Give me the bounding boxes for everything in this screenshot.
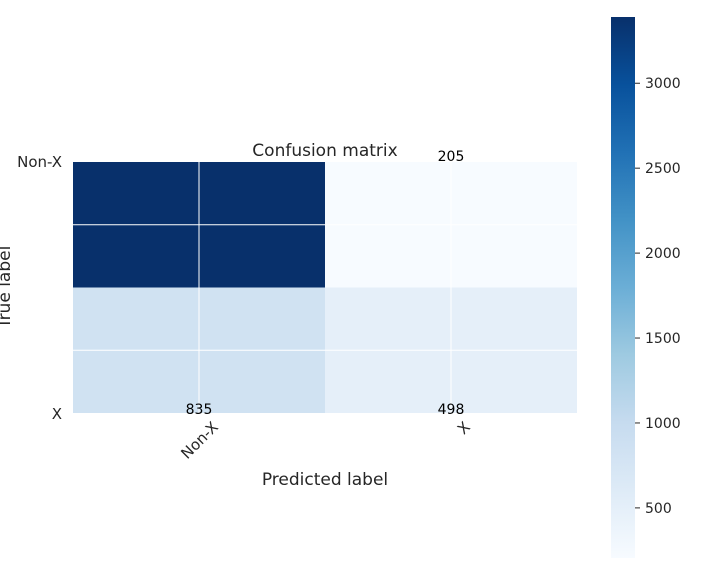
cell-label-1-1: 498: [438, 402, 465, 418]
y-axis-label: True label: [0, 246, 15, 330]
colorbar-gradient: [611, 17, 635, 558]
x-tick-label: X: [454, 418, 474, 438]
x-axis-label: Predicted label: [262, 470, 388, 490]
colorbar-tick-label: 1500: [645, 331, 681, 347]
colorbar-tick-label: 2500: [645, 161, 681, 177]
x-tick-label: Non-X: [177, 418, 221, 462]
colorbar-tick-label: 3000: [645, 76, 681, 92]
cell-label-1-0: 835: [186, 402, 213, 418]
x-axis-tick-labels: Non-X X: [177, 418, 473, 462]
colorbar-tick-label: 2000: [645, 246, 681, 262]
heatmap-cells: [73, 162, 577, 413]
heatmap-gridlines: [73, 162, 577, 413]
cell-value-labels: 205 835 498: [186, 149, 465, 418]
cell-label-0-1: 205: [438, 149, 465, 165]
y-tick-label: Non-X: [17, 153, 62, 171]
y-axis-tick-labels: Non-X X: [17, 153, 62, 423]
colorbar-tick-label: 500: [645, 501, 672, 517]
colorbar-tick-label: 1000: [645, 416, 681, 432]
colorbar-tick-labels: 500 1000 1500 2000 2500 3000: [635, 76, 681, 517]
chart-title: Confusion matrix: [252, 141, 397, 161]
colorbar: 500 1000 1500 2000 2500 3000: [611, 17, 681, 558]
y-tick-label: X: [52, 405, 62, 423]
